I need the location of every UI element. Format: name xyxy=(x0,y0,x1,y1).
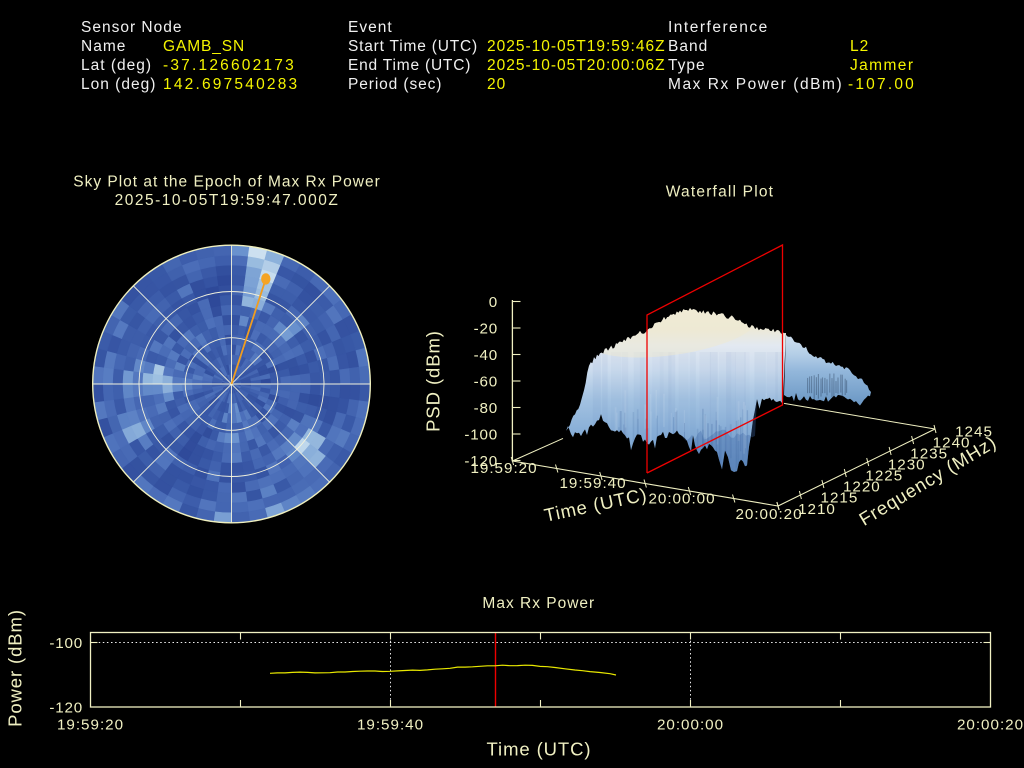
svg-text:End Time (UTC): End Time (UTC) xyxy=(348,57,471,74)
svg-text:19:59:40: 19:59:40 xyxy=(559,475,626,492)
svg-text:Lon (deg): Lon (deg) xyxy=(81,76,156,93)
svg-text:Type: Type xyxy=(668,57,706,74)
svg-text:-120: -120 xyxy=(49,699,83,716)
svg-text:20:00:00: 20:00:00 xyxy=(648,490,715,507)
svg-text:Waterfall Plot: Waterfall Plot xyxy=(666,184,774,201)
svg-text:Sky Plot at the Epoch of Max R: Sky Plot at the Epoch of Max Rx Power xyxy=(73,174,381,191)
svg-text:0: 0 xyxy=(489,294,498,311)
svg-text:1210: 1210 xyxy=(798,501,836,518)
svg-text:Name: Name xyxy=(81,38,126,55)
svg-text:20:00:20: 20:00:20 xyxy=(957,717,1024,734)
svg-text:1215: 1215 xyxy=(821,490,859,507)
svg-text:-107.00: -107.00 xyxy=(848,76,916,93)
svg-text:2025-10-05T20:00:06Z: 2025-10-05T20:00:06Z xyxy=(487,57,666,74)
svg-text:Max Rx Power (dBm): Max Rx Power (dBm) xyxy=(668,76,843,93)
svg-text:Start Time (UTC): Start Time (UTC) xyxy=(348,38,478,55)
svg-text:2025-10-05T19:59:46Z: 2025-10-05T19:59:46Z xyxy=(487,38,666,55)
svg-text:Event: Event xyxy=(348,19,393,36)
svg-text:-40: -40 xyxy=(474,347,498,364)
svg-text:L2: L2 xyxy=(850,38,869,55)
svg-text:-60: -60 xyxy=(474,373,498,390)
svg-text:-100: -100 xyxy=(464,426,498,443)
svg-text:Time (UTC): Time (UTC) xyxy=(487,739,592,760)
svg-text:Band: Band xyxy=(668,38,708,55)
svg-text:1235: 1235 xyxy=(910,445,948,462)
svg-text:1220: 1220 xyxy=(843,479,881,496)
svg-text:Power (dBm): Power (dBm) xyxy=(5,609,26,727)
svg-text:19:59:40: 19:59:40 xyxy=(357,717,424,734)
svg-text:Period (sec): Period (sec) xyxy=(348,76,442,93)
svg-text:20:00:20: 20:00:20 xyxy=(735,506,802,523)
svg-text:Lat (deg): Lat (deg) xyxy=(81,57,152,74)
svg-text:Max Rx Power: Max Rx Power xyxy=(482,595,595,612)
svg-text:-120: -120 xyxy=(464,453,498,470)
svg-text:-80: -80 xyxy=(474,400,498,417)
svg-text:20: 20 xyxy=(487,76,506,93)
svg-text:1245: 1245 xyxy=(955,423,993,440)
svg-text:-37.126602173: -37.126602173 xyxy=(163,57,296,74)
svg-text:20:00:00: 20:00:00 xyxy=(657,717,724,734)
svg-text:Jammer: Jammer xyxy=(850,57,914,74)
svg-text:19:59:20: 19:59:20 xyxy=(57,717,124,734)
svg-text:GAMB_SN: GAMB_SN xyxy=(163,38,245,55)
svg-text:-20: -20 xyxy=(474,320,498,337)
svg-text:19:59:20: 19:59:20 xyxy=(470,460,537,477)
svg-text:1225: 1225 xyxy=(865,468,903,485)
svg-text:2025-10-05T19:59:47.000Z: 2025-10-05T19:59:47.000Z xyxy=(115,192,340,209)
svg-text:Sensor Node: Sensor Node xyxy=(81,19,182,36)
svg-text:1230: 1230 xyxy=(888,457,926,474)
svg-text:1240: 1240 xyxy=(933,434,971,451)
svg-text:PSD (dBm): PSD (dBm) xyxy=(423,330,444,432)
svg-text:142.697540283: 142.697540283 xyxy=(163,76,299,93)
svg-text:Interference: Interference xyxy=(668,19,769,36)
svg-text:-100: -100 xyxy=(49,635,83,652)
